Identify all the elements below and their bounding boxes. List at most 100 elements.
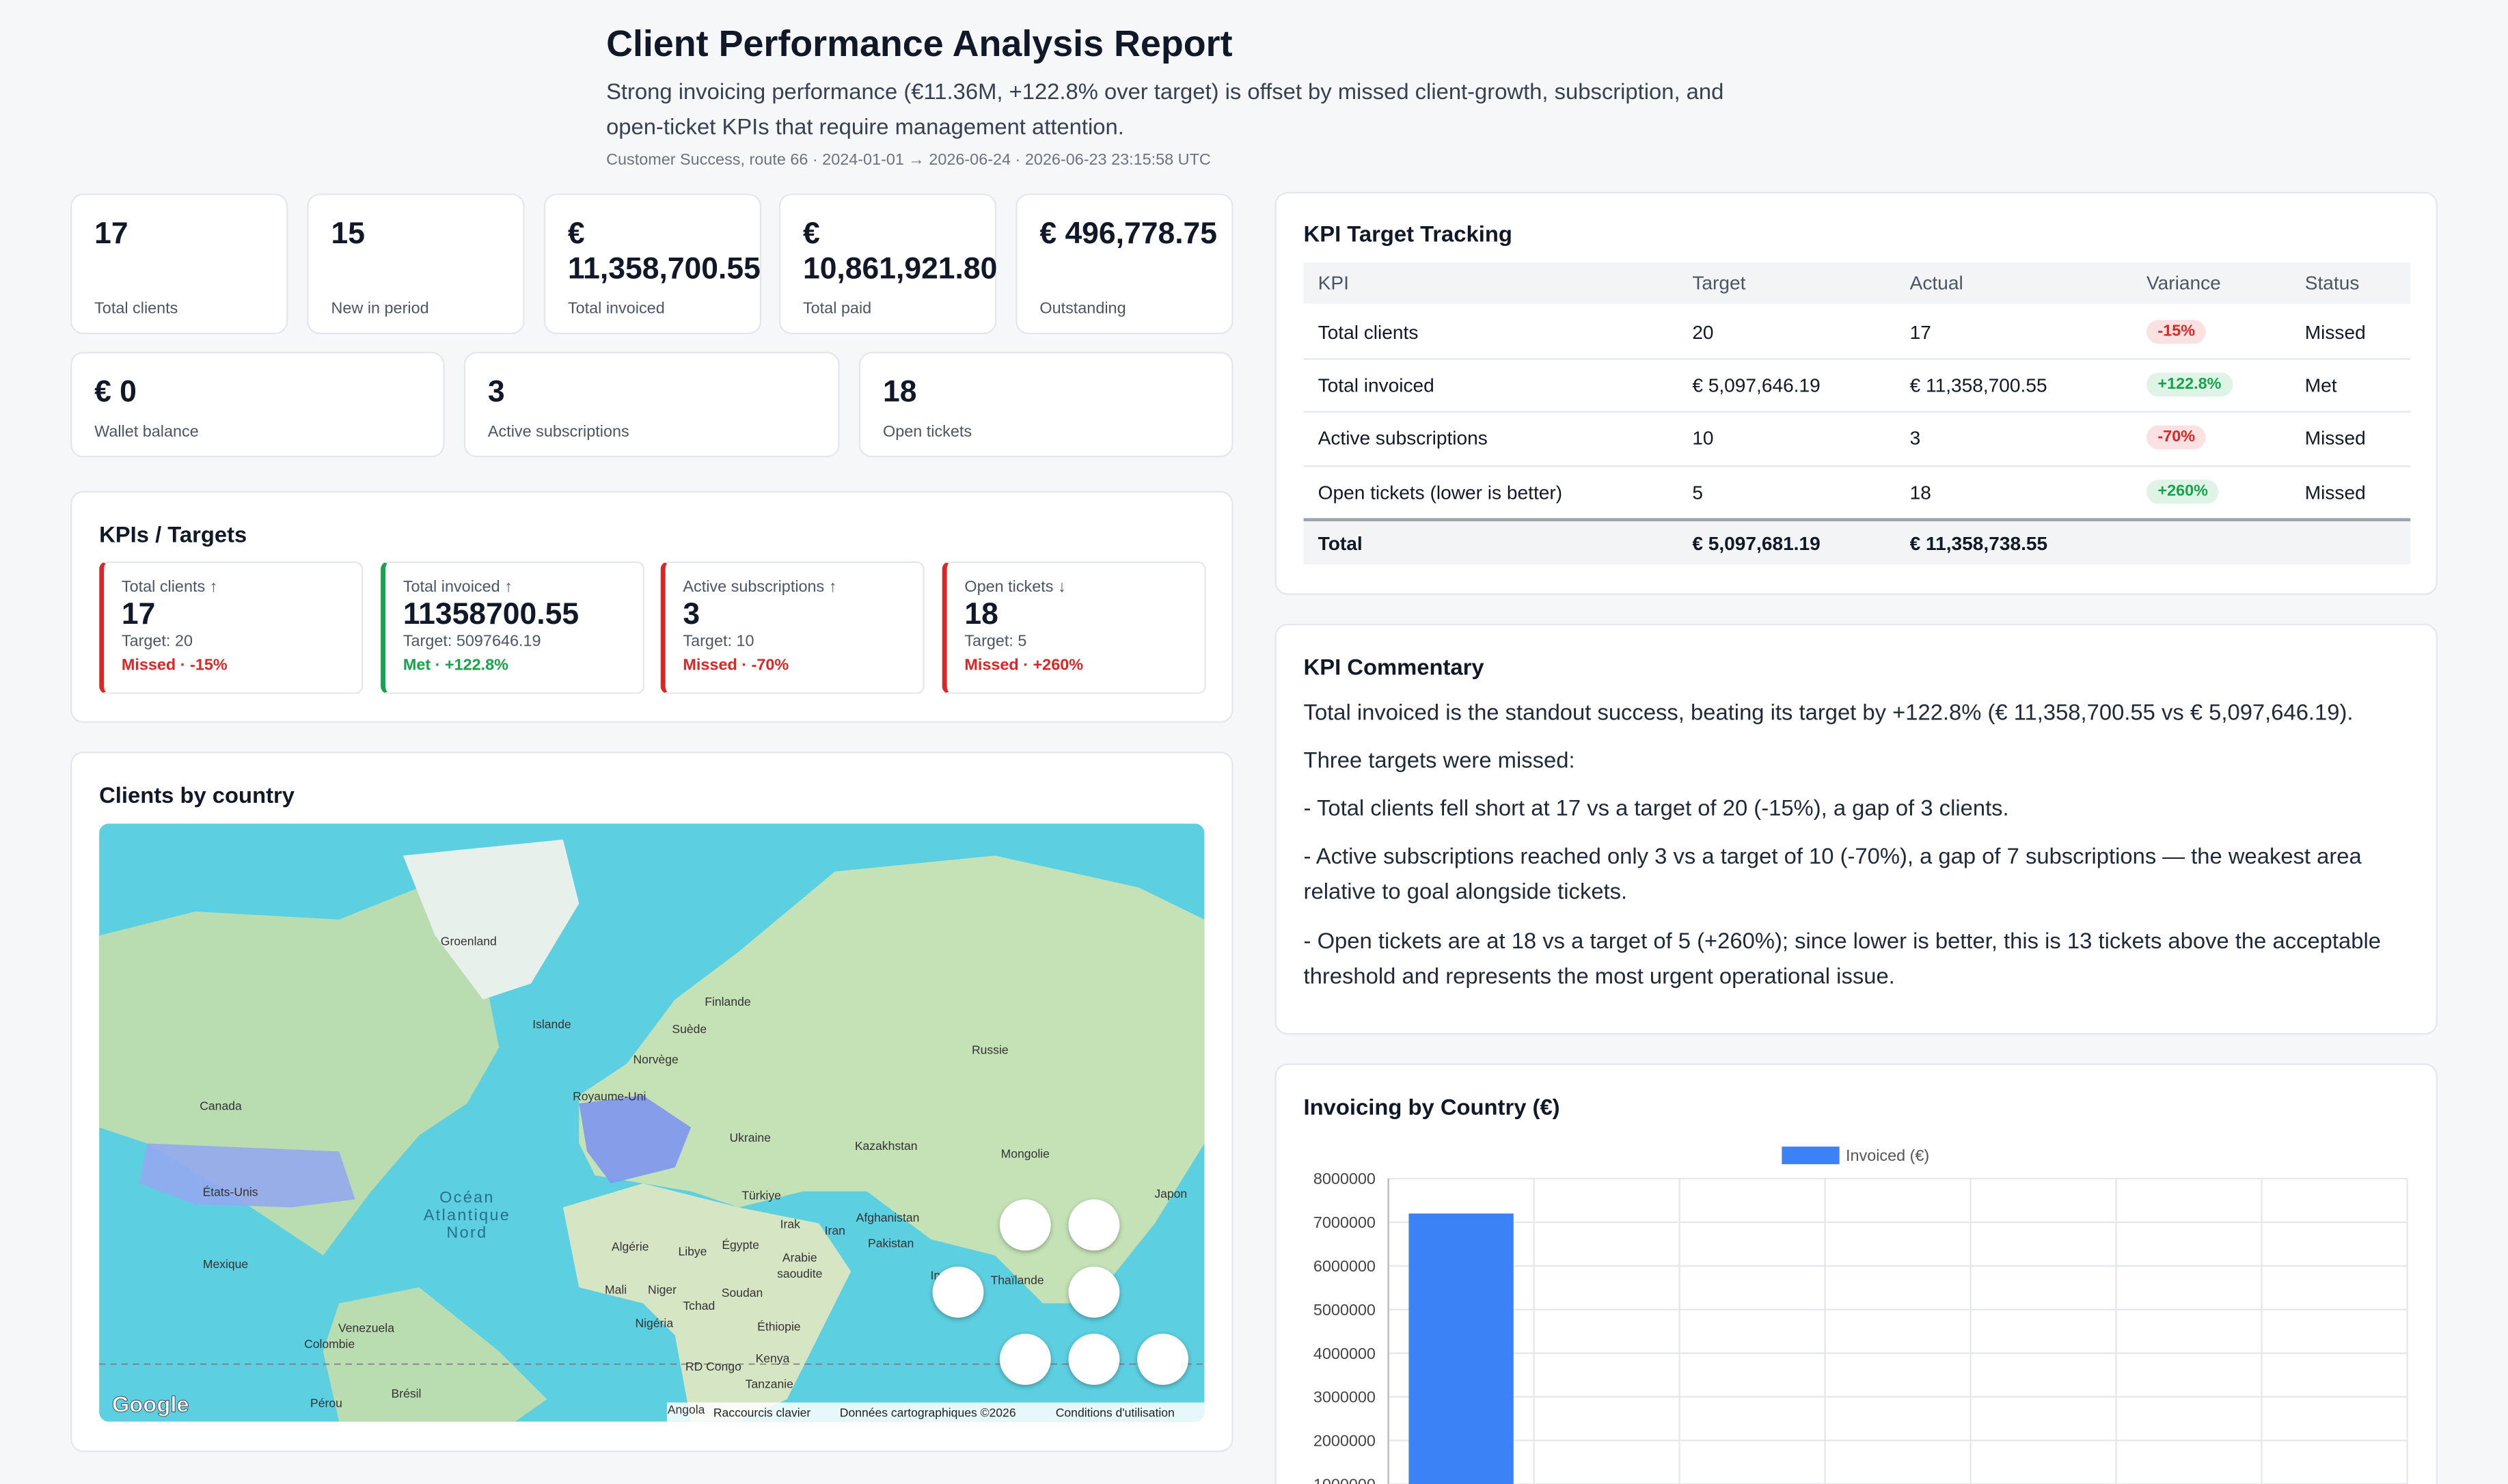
map-label: Canada <box>200 1099 242 1112</box>
kpi-item: Open tickets ↓ 18 Target: 5 Missed · +260% <box>942 561 1206 694</box>
map-logo: Google <box>112 1392 189 1417</box>
table-cell: 10 <box>1692 426 1714 450</box>
map-label: Mongolie <box>1001 1147 1050 1161</box>
stat-card: 18 Open tickets <box>858 351 1233 458</box>
card-title: KPI Target Tracking <box>1303 220 1512 247</box>
kpi-target: Target: 20 <box>121 633 193 651</box>
legend-label: Invoiced (€) <box>1846 1146 1929 1164</box>
stat-label: Total clients <box>94 301 178 318</box>
table-cell: Missed <box>2304 321 2366 344</box>
pan-right[interactable] <box>1068 1266 1120 1318</box>
kpi-value: 18 <box>964 598 998 632</box>
land <box>323 1287 547 1422</box>
table-cell: 3 <box>1909 426 1921 450</box>
kpi-status: Missed · -15% <box>121 657 228 675</box>
kpi-item: Total clients ↑ 17 Target: 20 Missed · -15% <box>99 561 364 694</box>
total-divider <box>1303 518 2411 521</box>
stat-card: € 11,358,700.55 Total invoiced <box>543 193 762 335</box>
stat-label: New in period <box>331 301 429 318</box>
zoom-in[interactable] <box>1068 1199 1120 1251</box>
map-label: Pérou <box>310 1397 342 1410</box>
commentary-paragraph: - Open tickets are at 18 vs a target of … <box>1303 927 2381 989</box>
commentary-paragraph: Total invoiced is the standout success, … <box>1303 698 2354 725</box>
map-label: Iran <box>825 1224 845 1237</box>
card-title: Invoicing by Country (€) <box>1303 1093 1560 1120</box>
kpi-item: Active subscriptions ↑ 3 Target: 10 Missed … <box>660 561 925 694</box>
column-header: KPI <box>1318 271 1349 294</box>
land <box>562 1183 851 1422</box>
kpi-target: Target: 10 <box>683 633 754 651</box>
map-label: Norvège <box>633 1052 678 1066</box>
table-cell: 17 <box>1909 321 1931 344</box>
kpi-target: Target: 5 <box>964 633 1027 651</box>
y-tick-label: 5000000 <box>1313 1301 1376 1319</box>
map-label: Tchad <box>683 1299 715 1313</box>
fullscreen[interactable] <box>1137 1334 1189 1385</box>
stat-card: € 10,861,921.80 Total paid <box>778 193 997 335</box>
commentary-card: KPI Commentary <box>1275 623 2438 1035</box>
stat-label: Total paid <box>802 301 872 318</box>
column-header: Actual <box>1909 271 1963 294</box>
table-cell: € 5,097,646.19 <box>1692 374 1821 397</box>
map-label: Libye <box>678 1244 707 1258</box>
total-cell: Total <box>1318 532 1363 555</box>
total-row-bg <box>1303 521 2411 565</box>
zoom-out[interactable] <box>1068 1334 1120 1385</box>
stat-value: € 11,358,700.55 <box>567 217 761 286</box>
report-meta: Customer Success, route 66 · 2024-01-01 … <box>606 152 1211 170</box>
table-cell: 5 <box>1692 481 1703 504</box>
commentary-paragraph: - Total clients fell short at 17 vs a ta… <box>1303 795 2009 821</box>
map-footer-link: Données cartographiques ©2026 <box>840 1406 1016 1420</box>
map-label: Algérie <box>612 1239 649 1253</box>
map-label: Mali <box>605 1283 627 1297</box>
map-footer-link: Raccourcis clavier <box>713 1406 811 1420</box>
map-label: Égypte <box>722 1238 759 1252</box>
map-label: Arabie <box>782 1251 817 1265</box>
map-label: Irak <box>780 1218 800 1231</box>
stat-value: € 0 <box>94 376 137 410</box>
map-label: Océan <box>439 1188 495 1206</box>
row-divider <box>1303 465 2411 467</box>
map-label: Nord <box>446 1224 487 1241</box>
y-tick-label: 1000000 <box>1313 1475 1376 1484</box>
map-label: Mexique <box>203 1257 248 1271</box>
map-label: Groenland <box>441 934 497 948</box>
row-divider <box>1303 358 2411 360</box>
stat-card: € 496,778.75 Outstanding <box>1016 193 1233 335</box>
y-tick-label: 6000000 <box>1313 1257 1376 1275</box>
kpi-status: Met · +122.8% <box>403 657 509 675</box>
map-footer-link: Conditions d'utilisation <box>1056 1406 1175 1420</box>
y-tick-label: 4000000 <box>1313 1345 1376 1362</box>
map-label: Royaume-Uni <box>573 1089 646 1103</box>
map-label: Atlantique <box>424 1206 510 1224</box>
chart: 1000000 2000000 3000000 4000000 5000000 60000… <box>1313 1146 2408 1484</box>
stat-label: Outstanding <box>1039 301 1126 318</box>
pan-down[interactable] <box>999 1334 1051 1385</box>
map-label: États-Unis <box>203 1185 258 1199</box>
variance-badge: +260% <box>2146 480 2220 504</box>
map-label: Türkiye <box>741 1188 781 1202</box>
map[interactable]: Google Groenland Islande Canada Finlande Suè… <box>99 823 1205 1422</box>
y-tick-label: 7000000 <box>1313 1213 1376 1231</box>
pan-left[interactable] <box>932 1266 984 1318</box>
y-tick-label: 3000000 <box>1313 1388 1376 1406</box>
variance-badge: -15% <box>2146 320 2207 344</box>
pan-up[interactable] <box>999 1199 1051 1251</box>
table-cell: Missed <box>2304 481 2366 504</box>
map-label: Islande <box>532 1017 571 1031</box>
map-label: Russie <box>972 1043 1009 1056</box>
row-divider <box>1303 411 2411 413</box>
variance-badge: +122.8% <box>2146 372 2233 397</box>
total-cell: € 5,097,681.19 <box>1692 532 1821 555</box>
y-tick-label: 8000000 <box>1313 1170 1376 1187</box>
total-cell: € 11,358,738.55 <box>1909 532 2048 555</box>
kpi-label: Open tickets ↓ <box>964 579 1066 597</box>
map-label: Soudan <box>722 1286 763 1300</box>
kpi-value: 11358700.55 <box>403 598 580 632</box>
map-label: Colombie <box>304 1337 355 1351</box>
bar <box>1408 1213 1514 1484</box>
map-label: Finlande <box>705 995 750 1008</box>
commentary-paragraph: - Active subscriptions reached only 3 vs… <box>1303 842 2362 904</box>
stat-card: 3 Active subscriptions <box>463 351 840 458</box>
